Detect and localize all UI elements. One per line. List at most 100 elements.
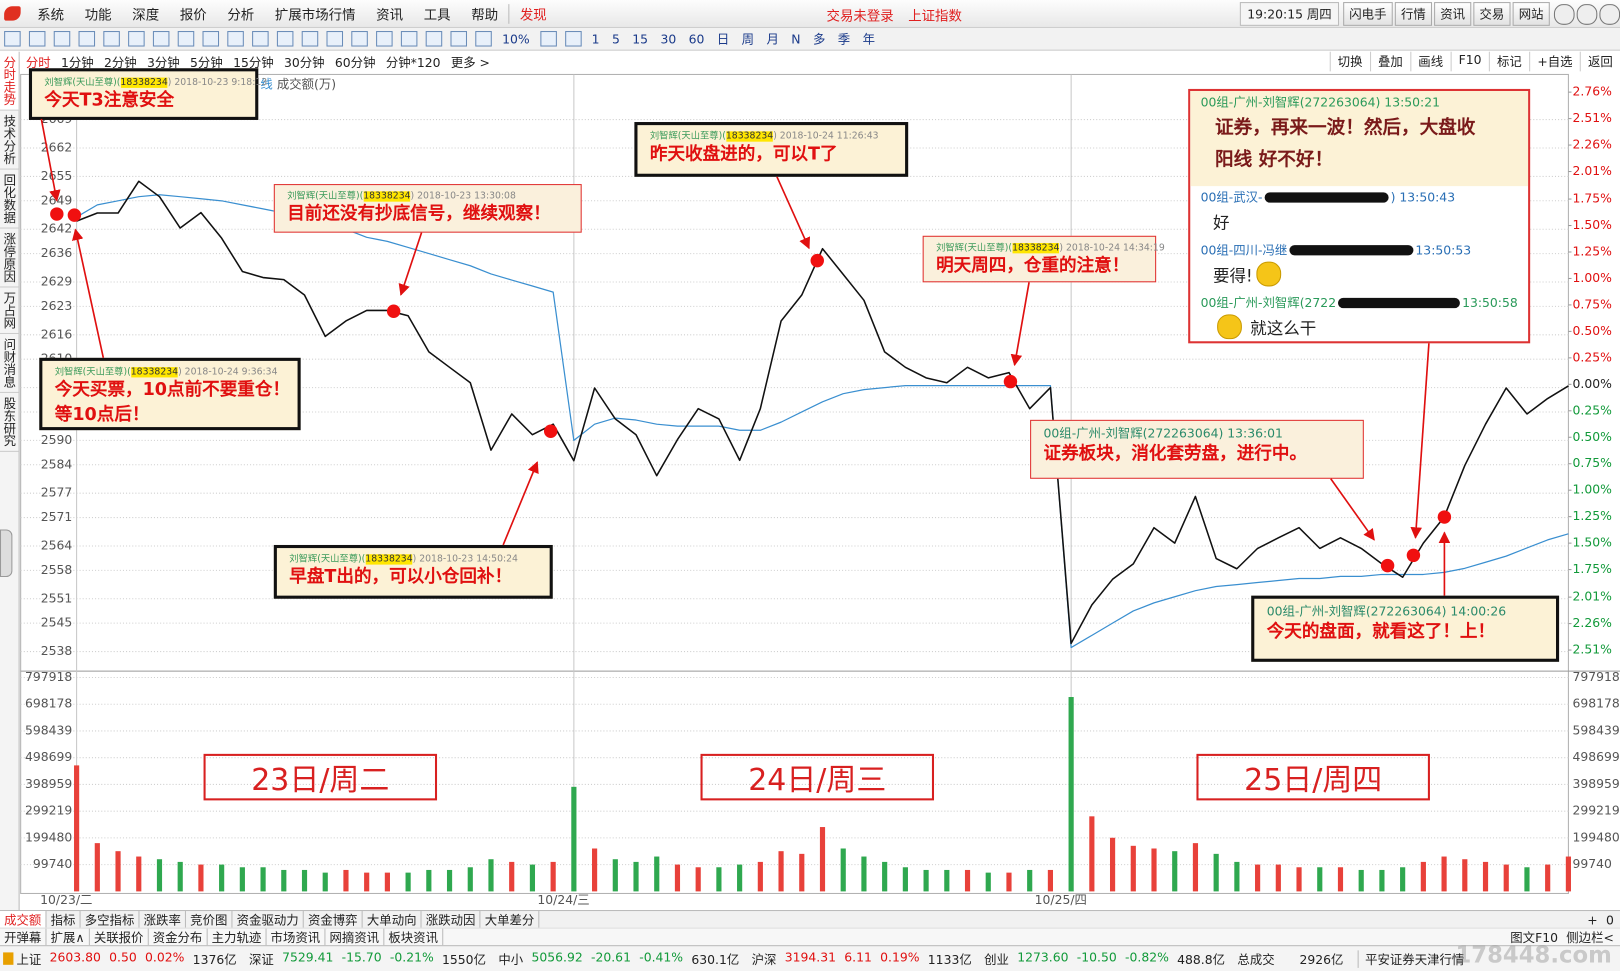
tool-icon[interactable]	[78, 31, 96, 47]
period-button[interactable]: 日	[716, 32, 730, 47]
side-tab[interactable]: 涨停原因	[0, 229, 19, 288]
tab-control[interactable]: 0	[1605, 912, 1614, 928]
menu-button[interactable]: 行情	[1394, 2, 1432, 26]
tool-icon[interactable]	[227, 31, 244, 47]
period-button[interactable]: 1	[591, 31, 600, 47]
side-tab[interactable]: 万占网	[0, 287, 19, 335]
tool-icon[interactable]	[252, 31, 269, 47]
period-button[interactable]: 30	[660, 31, 677, 47]
tool-icon[interactable]	[540, 31, 557, 47]
right-tool[interactable]: 画线	[1410, 51, 1450, 72]
period-tab[interactable]: 3分钟	[147, 55, 180, 70]
right-tool[interactable]: +自选	[1529, 51, 1580, 72]
window-control[interactable]	[1599, 3, 1620, 25]
tool-icon[interactable]	[376, 31, 393, 47]
period-button[interactable]: 月	[766, 32, 779, 47]
tool-icon[interactable]	[564, 31, 582, 47]
tool-icon[interactable]	[4, 31, 21, 47]
menu-button[interactable]: 交易	[1473, 2, 1511, 26]
tool-icon[interactable]	[425, 31, 443, 47]
tool-icon[interactable]	[475, 31, 492, 47]
period-button[interactable]: 年	[862, 32, 875, 47]
period-button[interactable]: 周	[741, 32, 755, 47]
tool-icon[interactable]	[152, 31, 170, 47]
side-tab[interactable]: 问财消息	[0, 334, 19, 393]
window-control[interactable]	[1576, 3, 1598, 25]
tool-icon[interactable]	[53, 31, 71, 47]
menu-item[interactable]: 帮助	[471, 7, 499, 24]
tab-control[interactable]: +	[1587, 912, 1598, 928]
bottom-tab[interactable]: 开弹幕	[0, 928, 47, 946]
period-button[interactable]: 5	[611, 31, 620, 47]
tool-icon[interactable]	[177, 31, 195, 47]
bottom-tab[interactable]: 涨跌动因	[422, 911, 481, 929]
menu-button[interactable]: 网站	[1512, 2, 1550, 26]
tool-icon[interactable]	[28, 31, 46, 47]
side-tab[interactable]: 分时走势	[0, 51, 19, 111]
menu-item[interactable]: 功能	[84, 7, 112, 24]
side-tab[interactable]: 回化数据	[0, 170, 19, 229]
menu-button[interactable]: 资讯	[1434, 2, 1472, 26]
right-tool[interactable]: 切换	[1329, 51, 1369, 72]
period-button[interactable]: N	[791, 31, 801, 47]
menu-item[interactable]: 分析	[227, 7, 255, 24]
bottom-tab[interactable]: 大单差分	[481, 911, 540, 929]
period-tab[interactable]: 分钟*120	[385, 55, 441, 70]
side-tab[interactable]: 股东研究	[0, 393, 19, 452]
tool-icon[interactable]	[450, 31, 468, 47]
period-button[interactable]: 60	[688, 31, 705, 47]
period-button[interactable]: 15	[632, 31, 649, 47]
side-handle[interactable]	[0, 529, 13, 578]
menu-item[interactable]: 报价	[179, 7, 207, 24]
menu-item[interactable]: 工具	[423, 7, 451, 24]
tool-pct[interactable]: 10%	[502, 31, 530, 47]
period-tab[interactable]: 5分钟	[190, 55, 223, 70]
right-tool[interactable]: 返回	[1579, 51, 1620, 72]
bottom-tab[interactable]: 竞价图	[186, 911, 233, 929]
period-tab[interactable]: 60分钟	[334, 55, 376, 70]
bottom-tab[interactable]: 主力轨迹	[208, 928, 267, 946]
menu-item[interactable]: 扩展市场行情	[274, 7, 356, 24]
bottom-tab[interactable]: 市场资讯	[266, 928, 326, 946]
tool-icon[interactable]	[276, 31, 294, 47]
bottom-tab[interactable]: 关联报价	[90, 928, 149, 946]
menu-item[interactable]: 系统	[37, 7, 65, 24]
menu-item[interactable]: 深度	[132, 7, 160, 24]
period-tab[interactable]: 1分钟	[60, 55, 94, 70]
side-tab[interactable]: 技术分析	[0, 111, 19, 170]
period-button[interactable]: 多	[812, 32, 826, 47]
period-button[interactable]: 季	[837, 32, 851, 47]
right-tool[interactable]: F10	[1450, 51, 1488, 72]
menu-item[interactable]: 资讯	[376, 7, 404, 24]
period-tab[interactable]: 分时	[25, 55, 51, 70]
bottom-tab[interactable]: 大单动向	[363, 911, 422, 929]
bottom-tab[interactable]: 板块资讯	[384, 928, 444, 946]
tool-icon[interactable]	[202, 31, 220, 47]
period-tab[interactable]: 更多 >	[450, 55, 490, 70]
bottom-tab[interactable]: 资金博弈	[304, 911, 363, 929]
bottom-tab[interactable]: 涨跌率	[140, 911, 187, 929]
tool-icon[interactable]	[301, 31, 319, 47]
bottom-tab[interactable]: 资金驱动力	[233, 911, 304, 929]
bottom-tab[interactable]: 资金分布	[149, 928, 208, 946]
bottom-tab[interactable]: 扩展∧	[47, 928, 90, 946]
tab-control[interactable]: 侧边栏<	[1566, 930, 1614, 945]
bottom-tab[interactable]: 多空指标	[81, 911, 140, 929]
right-tool[interactable]: 标记	[1488, 51, 1529, 72]
tool-icon[interactable]	[128, 31, 145, 47]
window-control[interactable]	[1553, 3, 1575, 25]
tool-icon[interactable]	[400, 31, 418, 47]
bottom-tab[interactable]: 网摘资讯	[325, 928, 385, 946]
bottom-tab[interactable]: 指标	[47, 911, 81, 929]
bottom-tab[interactable]: 成交额	[0, 911, 47, 929]
menu-discover[interactable]: 发现	[508, 3, 557, 23]
tab-control[interactable]: 图文F10	[1510, 930, 1559, 945]
tool-icon[interactable]	[326, 31, 344, 47]
tool-icon[interactable]	[351, 31, 368, 47]
tool-icon[interactable]	[103, 31, 120, 47]
right-tool[interactable]: 叠加	[1369, 51, 1410, 72]
menu-button[interactable]: 闪电手	[1343, 2, 1393, 26]
period-tab[interactable]: 2分钟	[103, 55, 137, 70]
period-tab[interactable]: 15分钟	[233, 55, 274, 70]
period-tab[interactable]: 30分钟	[283, 55, 325, 70]
